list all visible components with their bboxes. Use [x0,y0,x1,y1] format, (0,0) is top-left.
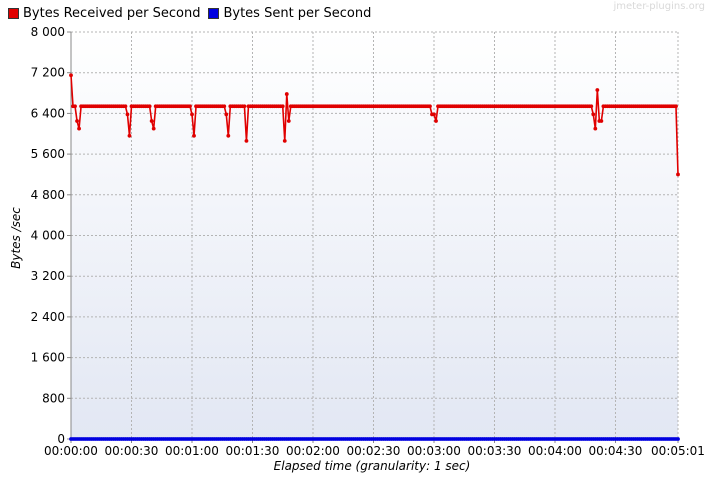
data-point-0 [432,112,436,117]
watermark: jmeter-plugins.org [613,1,705,12]
data-point-0 [73,104,77,109]
x-tick-label: 00:04:00 [528,444,582,458]
plot-area [71,32,678,439]
y-tick-label: 8 000 [31,25,65,39]
data-point-0 [127,133,132,138]
data-point-0 [428,104,432,109]
y-tick-label: 5 600 [31,147,65,161]
data-point-0 [244,138,249,143]
x-tick-label: 00:01:00 [165,444,219,458]
data-point-0 [125,112,130,117]
data-point-0 [188,104,192,109]
legend-label-received: Bytes Received per Second [23,6,201,21]
data-point-0 [222,104,227,109]
y-tick-label: 1 600 [31,351,65,365]
y-tick-label: 7 200 [31,66,65,80]
y-tick-label: 3 200 [31,269,65,283]
data-point-0 [595,88,600,92]
data-point-0 [242,104,247,109]
data-point-0 [75,119,79,123]
x-tick-label: 00:00:30 [105,444,159,458]
legend-label-sent: Bytes Sent per Second [223,6,372,21]
data-point-0 [591,112,596,117]
legend-swatch-received [8,8,19,19]
x-tick-label: 00:03:30 [468,444,522,458]
grid [71,31,679,439]
data-point-0 [69,73,73,78]
data-point-0 [284,92,289,96]
series-layer [69,73,680,441]
data-point-0 [147,104,152,109]
legend: Bytes Received per Second Bytes Sent per… [8,6,379,21]
legend-item-received: Bytes Received per Second [8,6,200,21]
data-point-0 [192,133,196,138]
data-point-0 [434,119,438,123]
data-point-0 [226,133,231,138]
data-point-0 [280,104,285,109]
x-axis-label: Elapsed time (granularity: 1 sec) [274,459,471,473]
axes: 0 800 1 600 2 400 3 200 4 000 4 800 5 600 6 400 7… [31,25,705,458]
data-point-1 [676,437,680,441]
y-tick-label: 4 000 [31,229,65,243]
x-tick-label: 00:00:00 [44,444,98,458]
x-tick-label: 00:02:00 [286,444,340,458]
data-point-0 [123,104,128,109]
x-tick-label: 00:05:01 [651,444,705,458]
x-tick-label: 00:01:30 [226,444,280,458]
y-tick-label: 800 [42,391,65,405]
data-point-0 [676,172,680,177]
x-tick-label: 00:04:30 [589,444,643,458]
x-tick-label: 00:03:00 [407,444,461,458]
data-point-0 [151,126,156,131]
data-point-0 [593,126,598,131]
data-point-0 [77,126,81,131]
data-point-0 [282,138,287,143]
y-tick-label: 0 [57,432,65,446]
y-tick-label: 2 400 [31,310,65,324]
x-tick-label: 00:02:30 [347,444,401,458]
legend-swatch-sent [208,8,220,19]
data-point-0 [599,119,604,123]
legend-item-sent: Bytes Sent per Second [208,6,371,21]
data-point-0 [286,119,291,123]
data-point-0 [149,119,154,123]
data-point-0 [190,112,194,117]
data-point-0 [224,112,229,117]
y-tick-label: 6 400 [31,106,65,120]
data-point-0 [674,104,678,109]
y-tick-label: 4 800 [31,188,65,202]
y-axis-label: Bytes /sec [9,207,23,269]
data-point-0 [589,104,594,109]
